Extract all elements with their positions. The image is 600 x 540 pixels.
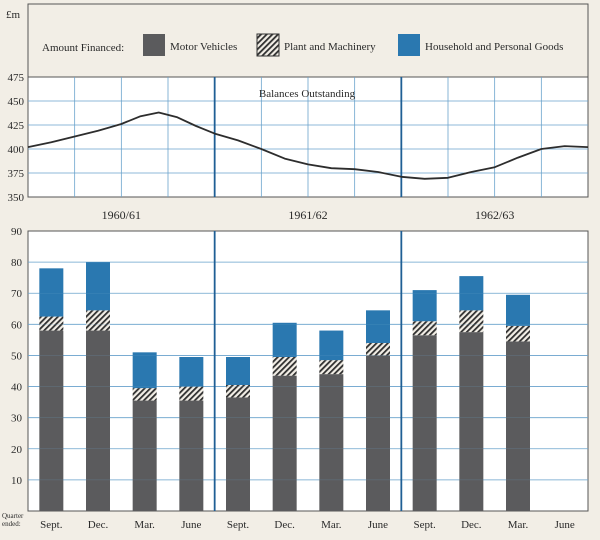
line-tick-label: 400: [8, 144, 25, 156]
legend-swatch: [398, 34, 420, 56]
bar-y-axis: 10 20 30 40 50 60 70 80 90: [11, 226, 23, 487]
bar-motor-vehicles: [132, 400, 157, 511]
bar-household-and-personal-goods: [226, 357, 250, 385]
bar-tick-label: 80: [11, 257, 23, 269]
bar-tick-label: 90: [11, 226, 23, 238]
legend: Motor Vehicles Plant and Machinery Househo…: [143, 33, 563, 57]
bar-tick-label: 60: [11, 319, 23, 331]
bar-x-label: Sept.: [40, 519, 63, 531]
bar-x-label: Sept.: [414, 519, 437, 531]
line-y-axis: 350 375 400 425 450 475: [8, 72, 25, 204]
year-dividers: [213, 231, 403, 511]
bar-plant-and-machinery: [459, 310, 484, 333]
bar-x-label: Mar.: [134, 519, 155, 531]
period-label: 1961/62: [288, 208, 327, 222]
bar-tick-label: 30: [11, 413, 23, 425]
period-label: 1962/63: [475, 208, 514, 222]
bar-plant-and-machinery: [506, 325, 530, 342]
bar-plant-and-machinery: [179, 386, 204, 401]
line-tick-label: 450: [8, 96, 25, 108]
bar-plot-area: [27, 230, 589, 512]
legend-label: Motor Vehicles: [170, 41, 237, 53]
bar-gridlines: [28, 261, 588, 481]
bar-motor-vehicles: [459, 332, 484, 511]
bar-x-label: Mar.: [508, 519, 529, 531]
line-tick-label: 475: [8, 72, 25, 84]
line-panel: 350 375 400 425 450 475 Balances Outstanding: [8, 72, 589, 204]
quarter-ended-label: Quarter ended:: [2, 512, 24, 528]
bar-household-and-personal-goods: [179, 357, 204, 387]
bar-plant-and-machinery: [319, 360, 344, 375]
bar-tick-label: 20: [11, 444, 23, 456]
bar-household-and-personal-goods: [39, 268, 64, 317]
bar-household-and-personal-goods: [459, 276, 484, 311]
bar-household-and-personal-goods: [132, 352, 157, 389]
bar-motor-vehicles: [226, 397, 250, 511]
bar-household-and-personal-goods: [366, 310, 390, 343]
bar-motor-vehicles: [39, 330, 64, 511]
line-tick-label: 350: [8, 192, 25, 204]
period-label: 1960/61: [102, 208, 141, 222]
bar-x-label: June: [368, 519, 388, 531]
bar-motor-vehicles: [272, 375, 297, 511]
bar-tick-label: 50: [11, 350, 23, 362]
bar-x-label: Dec.: [461, 519, 482, 531]
bar-household-and-personal-goods: [86, 262, 110, 311]
balances-line: [27, 111, 589, 180]
bar-household-and-personal-goods: [272, 322, 297, 357]
bar-household-and-personal-goods: [319, 330, 344, 361]
legend-title: Amount Financed:: [42, 42, 124, 54]
line-title: Balances Outstanding: [259, 88, 356, 100]
bar-motor-vehicles: [319, 374, 344, 511]
bar-motor-vehicles: [86, 330, 110, 511]
bar-x-label: Dec.: [88, 519, 109, 531]
bar-plant-and-machinery: [132, 388, 157, 401]
bar-household-and-personal-goods: [412, 290, 437, 322]
bar-motor-vehicles: [412, 335, 437, 511]
bar-x-label: Dec.: [274, 519, 295, 531]
bar-motor-vehicles: [179, 400, 204, 511]
bar-x-axis: Sept. Dec. Mar. June Sept. Dec. Mar. June Sept. D…: [40, 519, 575, 531]
legend-label: Household and Personal Goods: [425, 41, 563, 53]
balances-series: [27, 111, 589, 180]
bars: [28, 261, 588, 511]
bar-plant-and-machinery: [39, 316, 64, 331]
bar-tick-label: 10: [11, 475, 23, 487]
line-tick-label: 425: [8, 120, 25, 132]
period-labels: 1960/61 1961/62 1962/63: [102, 208, 515, 222]
unit-label: £m: [6, 9, 21, 21]
bar-plant-and-machinery: [226, 385, 250, 398]
bar-plant-and-machinery: [366, 343, 390, 356]
legend-swatch: [143, 34, 165, 56]
bar-plant-and-machinery: [412, 321, 437, 336]
bar-tick-label: 40: [11, 382, 23, 394]
bar-x-label: June: [555, 519, 575, 531]
bar-plant-and-machinery: [272, 357, 297, 376]
bar-x-label: June: [181, 519, 201, 531]
bar-plant-and-machinery: [86, 310, 110, 331]
legend-swatch: [256, 33, 280, 57]
bar-tick-label: 70: [11, 288, 23, 300]
bar-panel: 10 20 30 40 50 60 70 80 90: [11, 226, 589, 512]
legend-label: Plant and Machinery: [284, 41, 376, 53]
line-tick-label: 375: [8, 168, 25, 180]
bar-x-label: Sept.: [227, 519, 250, 531]
bar-motor-vehicles: [506, 341, 530, 511]
bar-x-label: Mar.: [321, 519, 342, 531]
bar-household-and-personal-goods: [506, 294, 530, 326]
bar-motor-vehicles: [366, 355, 390, 511]
